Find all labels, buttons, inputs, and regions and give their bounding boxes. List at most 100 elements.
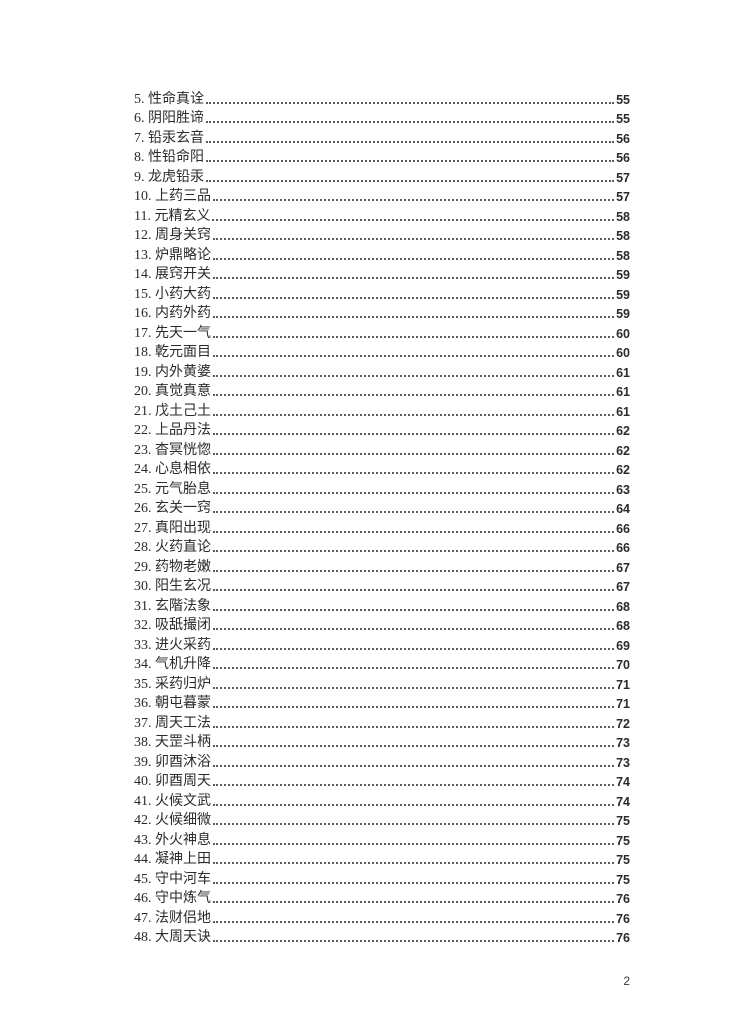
toc-entry-page: 74 (616, 794, 630, 809)
toc-entry-page: 75 (616, 872, 630, 887)
toc-entry: 13. 炉鼎略论 58 (134, 244, 630, 264)
toc-entry-title: 6. 阴阳胜谛 (134, 111, 204, 126)
dot-leader (213, 706, 615, 708)
toc-entry: 28. 火药直论 66 (134, 537, 630, 557)
toc-entry-title: 35. 采药归炉 (134, 676, 211, 692)
dot-leader (213, 277, 615, 279)
footer-page-number: 2 (623, 974, 630, 988)
toc-entry-title: 17. 先天一气 (134, 325, 211, 341)
toc-entry-title: 25. 元气胎息 (134, 481, 211, 497)
toc-entry: 21. 戊土己土 61 (134, 400, 630, 420)
dot-leader (206, 179, 615, 182)
toc-entry-title: 46. 守中炼气 (134, 891, 211, 906)
toc-entry-page: 64 (616, 502, 630, 516)
toc-entry-title: 8. 性铅命阳 (134, 150, 204, 165)
toc-entry-page: 69 (616, 638, 630, 653)
toc-entry: 33. 进火采药 69 (134, 634, 630, 654)
dot-leader (213, 803, 615, 806)
toc-entry: 26. 玄关一窍 64 (134, 498, 630, 518)
toc-entry-page: 61 (616, 365, 630, 380)
toc-entry-page: 57 (616, 170, 630, 185)
dot-leader (213, 530, 615, 533)
toc-entry-title: 37. 周天工法 (134, 715, 211, 731)
dot-leader (213, 589, 615, 591)
toc-entry-page: 76 (616, 911, 630, 926)
toc-entry: 48. 大周天诀 76 (134, 927, 630, 947)
toc-entry-title: 33. 进火采药 (134, 637, 211, 653)
dot-leader (213, 667, 615, 669)
dot-leader (213, 433, 615, 435)
toc-entry-title: 26. 玄关一窍 (134, 501, 211, 516)
toc-entry-page: 74 (616, 775, 630, 789)
toc-entry-page: 75 (616, 833, 630, 848)
dot-leader (213, 881, 615, 884)
toc-entry-page: 62 (616, 424, 630, 438)
toc-entry: 12. 周身关窍 58 (134, 225, 630, 245)
toc-entry: 40. 卯酉周天 74 (134, 771, 630, 791)
toc-entry-page: 76 (616, 931, 630, 945)
toc-entry-title: 7. 铅汞玄音 (134, 130, 204, 146)
dot-leader (213, 550, 615, 552)
dot-leader (213, 394, 615, 396)
dot-leader (213, 413, 615, 416)
toc-entry-page: 56 (616, 131, 630, 146)
toc-entry-page: 58 (616, 209, 630, 224)
toc-entry-page: 75 (616, 853, 630, 867)
toc-entry-title: 30. 阳生玄况 (134, 579, 211, 594)
toc-entry-title: 40. 卯酉周天 (134, 774, 211, 789)
toc-entry: 34. 气机升降 70 (134, 654, 630, 674)
toc-entry: 23. 杳冥恍惚 62 (134, 439, 630, 459)
toc-entry: 10. 上药三品 57 (134, 186, 630, 206)
toc-entry: 20. 真觉真意 61 (134, 381, 630, 401)
toc-entry-title: 20. 真觉真意 (134, 384, 211, 399)
dot-leader (213, 199, 615, 201)
toc-entry-page: 67 (616, 580, 630, 594)
toc-entry: 6. 阴阳胜谛 55 (134, 108, 630, 128)
toc-entry: 39. 卯酉沐浴 73 (134, 751, 630, 771)
toc-entry-page: 67 (616, 560, 630, 575)
dot-leader (213, 745, 615, 747)
toc-entry-title: 42. 火候细微 (134, 813, 211, 828)
toc-entry-page: 76 (616, 892, 630, 906)
toc-entry-title: 32. 吸舐撮闭 (134, 618, 211, 633)
toc-entry: 45. 守中河车 75 (134, 868, 630, 888)
toc-entry-title: 38. 天罡斗柄 (134, 735, 211, 750)
toc-entry-page: 71 (616, 697, 630, 711)
toc-entry-title: 5. 性命真诠 (134, 91, 204, 107)
dot-leader (213, 238, 615, 240)
toc-entry-title: 10. 上药三品 (134, 189, 211, 204)
toc-entry-title: 41. 火候文武 (134, 793, 211, 809)
dot-leader (213, 823, 615, 825)
toc-entry: 37. 周天工法 72 (134, 712, 630, 732)
toc-entry-title: 24. 心息相依 (134, 462, 211, 477)
toc-entry: 32. 吸舐撮闭 68 (134, 615, 630, 635)
toc-entry-page: 63 (616, 482, 630, 497)
toc-entry-page: 61 (616, 404, 630, 419)
toc-entry: 44. 凝神上田 75 (134, 849, 630, 869)
dot-leader (206, 121, 615, 123)
toc-entry-title: 22. 上品丹法 (134, 423, 211, 438)
dot-leader (213, 511, 615, 513)
toc-entry-title: 12. 周身关窍 (134, 228, 211, 243)
toc-entry-title: 21. 戊土己土 (134, 403, 211, 419)
dot-leader (213, 608, 615, 611)
toc-entry-page: 73 (616, 736, 630, 750)
toc-entry-page: 66 (616, 541, 630, 555)
toc-entry-page: 59 (616, 287, 630, 302)
toc-entry-page: 60 (616, 346, 630, 360)
toc-entry-page: 55 (616, 92, 630, 107)
dot-leader (213, 296, 615, 299)
toc-entry-page: 71 (616, 677, 630, 692)
toc-entry: 42. 火候细微 75 (134, 810, 630, 830)
toc-entry-page: 62 (616, 443, 630, 458)
toc-entry-title: 23. 杳冥恍惚 (134, 442, 211, 458)
toc-entry: 9. 龙虎铅汞 57 (134, 166, 630, 186)
toc-entry: 5. 性命真诠 55 (134, 88, 630, 108)
toc-entry-page: 57 (616, 190, 630, 204)
dot-leader (213, 491, 615, 494)
toc-entry-title: 18. 乾元面目 (134, 345, 211, 360)
toc-entry: 8. 性铅命阳 56 (134, 147, 630, 167)
dot-leader (213, 452, 615, 455)
toc-entry: 7. 铅汞玄音 56 (134, 127, 630, 147)
